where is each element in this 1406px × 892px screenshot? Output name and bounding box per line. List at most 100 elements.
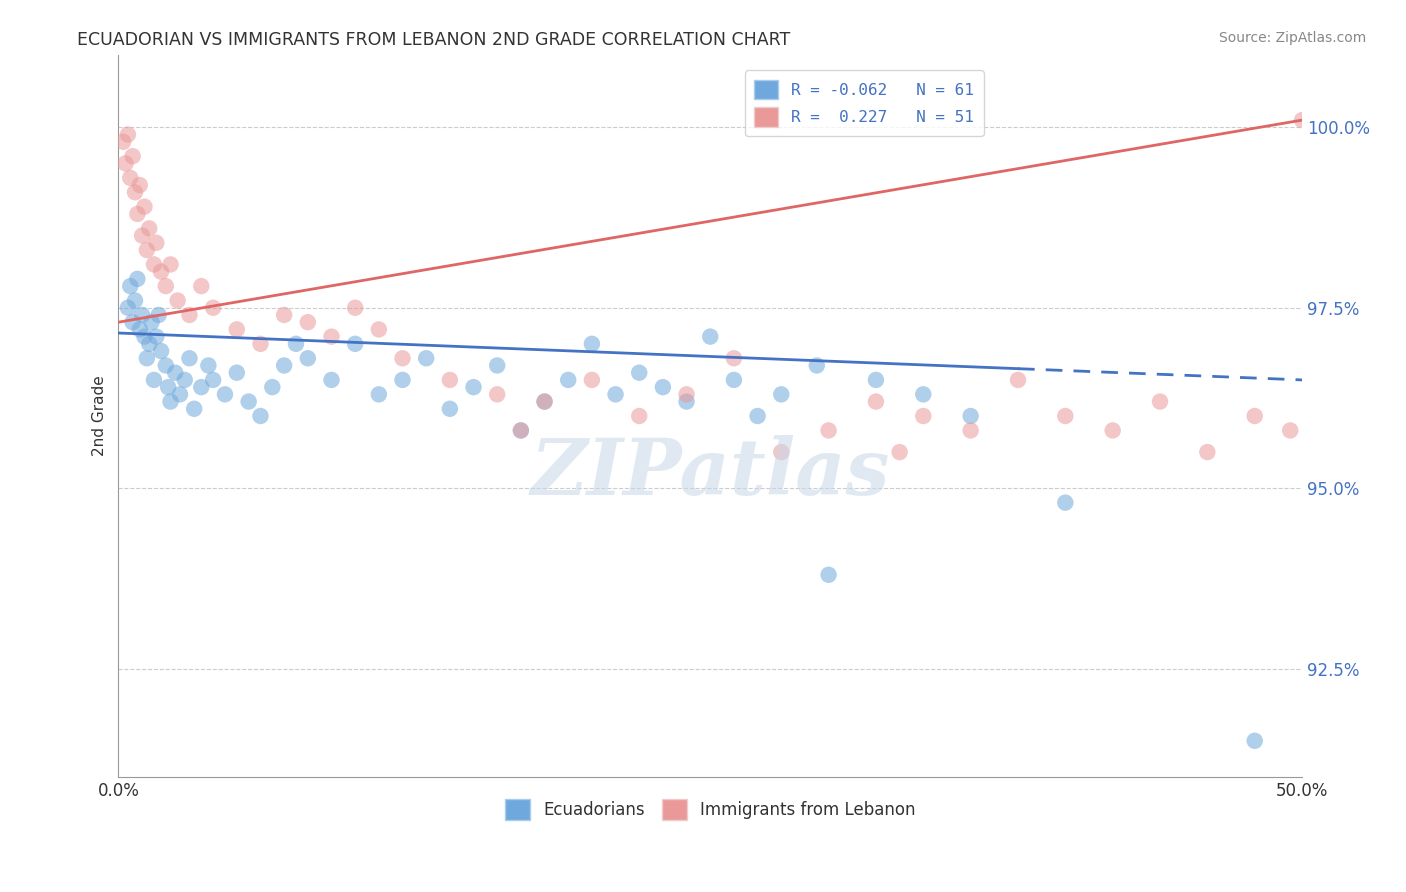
Point	[124, 293, 146, 308]
Point	[297, 315, 319, 329]
Point	[675, 394, 697, 409]
Point	[367, 387, 389, 401]
Point	[150, 344, 173, 359]
Point	[145, 329, 167, 343]
Point	[142, 373, 165, 387]
Point	[1054, 495, 1077, 509]
Point	[321, 373, 343, 387]
Point	[214, 387, 236, 401]
Point	[1243, 733, 1265, 747]
Point	[142, 257, 165, 271]
Point	[651, 380, 673, 394]
Point	[463, 380, 485, 394]
Point	[121, 315, 143, 329]
Point	[391, 373, 413, 387]
Point	[202, 373, 225, 387]
Point	[135, 243, 157, 257]
Point	[127, 207, 149, 221]
Point	[865, 394, 887, 409]
Point	[157, 380, 180, 394]
Point	[112, 135, 135, 149]
Point	[391, 351, 413, 366]
Point	[138, 221, 160, 235]
Point	[166, 293, 188, 308]
Point	[581, 373, 603, 387]
Point	[150, 265, 173, 279]
Point	[114, 156, 136, 170]
Point	[202, 301, 225, 315]
Point	[533, 394, 555, 409]
Point	[121, 149, 143, 163]
Point	[581, 336, 603, 351]
Point	[131, 308, 153, 322]
Point	[145, 235, 167, 250]
Point	[297, 351, 319, 366]
Point	[134, 200, 156, 214]
Point	[415, 351, 437, 366]
Text: ECUADORIAN VS IMMIGRANTS FROM LEBANON 2ND GRADE CORRELATION CHART: ECUADORIAN VS IMMIGRANTS FROM LEBANON 2N…	[77, 31, 790, 49]
Point	[817, 567, 839, 582]
Text: Source: ZipAtlas.com: Source: ZipAtlas.com	[1219, 31, 1367, 45]
Point	[628, 366, 651, 380]
Point	[321, 329, 343, 343]
Point	[770, 387, 793, 401]
Text: ZIPatlas: ZIPatlas	[530, 435, 890, 512]
Point	[1007, 373, 1029, 387]
Point	[806, 359, 828, 373]
Point	[747, 409, 769, 423]
Point	[249, 336, 271, 351]
Point	[135, 351, 157, 366]
Point	[238, 394, 260, 409]
Point	[262, 380, 284, 394]
Point	[169, 387, 191, 401]
Point	[509, 424, 531, 438]
Point	[159, 394, 181, 409]
Point	[165, 366, 187, 380]
Point	[134, 329, 156, 343]
Point	[1243, 409, 1265, 423]
Point	[120, 170, 142, 185]
Point	[190, 380, 212, 394]
Point	[128, 322, 150, 336]
Point	[117, 301, 139, 315]
Point	[124, 186, 146, 200]
Point	[509, 424, 531, 438]
Point	[912, 409, 935, 423]
Point	[249, 409, 271, 423]
Y-axis label: 2nd Grade: 2nd Grade	[93, 376, 107, 457]
Point	[225, 322, 247, 336]
Point	[127, 272, 149, 286]
Point	[197, 359, 219, 373]
Point	[344, 336, 367, 351]
Point	[628, 409, 651, 423]
Point	[117, 128, 139, 142]
Point	[675, 387, 697, 401]
Point	[865, 373, 887, 387]
Point	[1279, 424, 1302, 438]
Point	[285, 336, 308, 351]
Point	[557, 373, 579, 387]
Point	[173, 373, 195, 387]
Point	[155, 359, 177, 373]
Point	[723, 351, 745, 366]
Point	[155, 279, 177, 293]
Point	[179, 308, 201, 322]
Point	[148, 308, 170, 322]
Point	[344, 301, 367, 315]
Point	[131, 228, 153, 243]
Point	[1291, 113, 1313, 128]
Point	[159, 257, 181, 271]
Point	[225, 366, 247, 380]
Point	[699, 329, 721, 343]
Point	[367, 322, 389, 336]
Point	[959, 409, 981, 423]
Point	[817, 424, 839, 438]
Point	[1197, 445, 1219, 459]
Point	[889, 445, 911, 459]
Point	[439, 373, 461, 387]
Point	[138, 336, 160, 351]
Point	[179, 351, 201, 366]
Point	[128, 178, 150, 192]
Point	[273, 308, 295, 322]
Point	[183, 401, 205, 416]
